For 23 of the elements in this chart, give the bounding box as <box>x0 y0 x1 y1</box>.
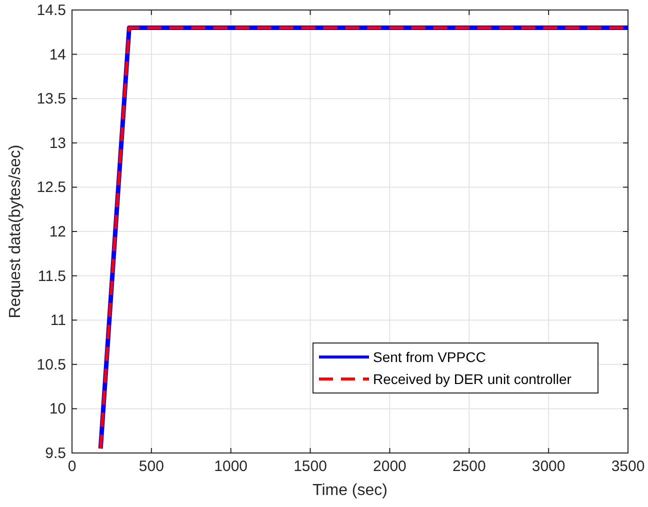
x-tick-label: 1000 <box>214 458 248 475</box>
y-tick-label: 12.5 <box>36 179 66 196</box>
y-tick-label: 14 <box>49 46 66 64</box>
y-tick-label: 11.5 <box>38 268 66 285</box>
y-tick-label: 10.5 <box>36 356 66 374</box>
x-tick-label: 1500 <box>294 458 327 475</box>
y-tick-label: 12 <box>49 224 66 240</box>
x-axis-title: Time (sec) <box>312 482 388 499</box>
y-tick-label: 13.5 <box>36 90 66 108</box>
x-tick-label: 3500 <box>611 458 645 475</box>
y-axis-title: Request data(bytes/sec) <box>7 144 24 318</box>
y-tick-label: 11 <box>50 312 66 330</box>
legend-label: Received by DER unit controller <box>373 371 572 387</box>
x-tick-label: 0 <box>68 458 76 475</box>
y-tick-label: 10 <box>49 400 66 418</box>
x-tick-label: 2500 <box>452 458 486 475</box>
x-tick-label: 2000 <box>373 458 406 475</box>
y-tick-label: 14.5 <box>36 2 66 19</box>
y-tick-label: 9.5 <box>45 445 66 462</box>
legend-label: Sent from VPPCC <box>373 349 486 365</box>
x-tick-label: 500 <box>138 458 164 475</box>
y-tick-label: 13 <box>49 134 66 152</box>
x-tick-label: 3000 <box>532 458 566 475</box>
